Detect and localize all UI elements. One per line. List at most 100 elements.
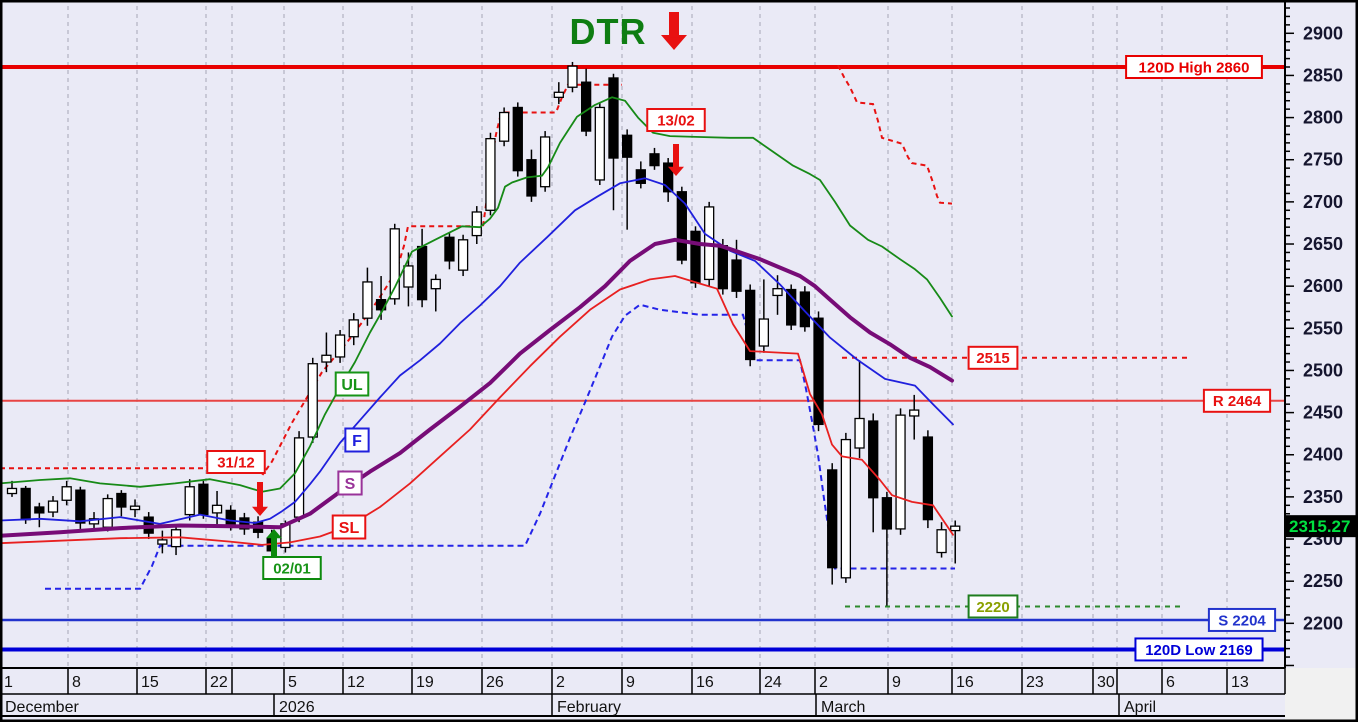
sell-arrow-icon-head <box>668 166 684 176</box>
current-price-value: 2315.27 <box>1289 517 1350 536</box>
title-group: DTR <box>570 11 687 52</box>
candle-body <box>239 517 250 530</box>
plot-area <box>0 0 1358 668</box>
month-label: April <box>1124 699 1156 716</box>
signal-label: 02/01 <box>273 560 311 577</box>
candle-body <box>20 487 31 521</box>
level-s-2204-box <box>1207 607 1277 632</box>
candle-body <box>430 278 441 290</box>
candle-body <box>416 245 428 301</box>
y-axis-label: 2650 <box>1303 234 1343 254</box>
candle-body <box>225 509 236 528</box>
candle-body <box>485 138 496 211</box>
candle-body <box>635 169 646 184</box>
month-label: 2026 <box>279 699 315 716</box>
candle-body <box>88 518 100 525</box>
candle <box>129 499 141 518</box>
candle <box>157 530 168 554</box>
candle <box>854 360 865 459</box>
candle-body <box>608 77 619 159</box>
candle-body <box>334 334 346 358</box>
x-axis: 1 8 15 22 5 12 19 26 2 9 16 24 2 9 16 23 30 6 13 December 20… <box>0 667 1286 717</box>
week-label: 19 <box>416 674 434 691</box>
candle <box>6 480 18 497</box>
S-line <box>0 237 954 538</box>
y-axis-label: 2250 <box>1303 571 1343 591</box>
level-r-2464-label: R 2464 <box>1213 393 1262 410</box>
candle <box>362 267 373 326</box>
sell-arrow-icon-head <box>252 506 268 516</box>
y-axis-label: 2800 <box>1303 108 1343 128</box>
stop-long-dashed <box>0 83 622 476</box>
y-axis-label: 2850 <box>1303 65 1343 85</box>
week-label: 23 <box>1026 674 1044 691</box>
candle-body <box>348 319 359 338</box>
candle-body <box>690 230 701 284</box>
candle <box>61 480 72 506</box>
indicator-tag-ul-label: UL <box>341 377 363 394</box>
level-120d-low-2169-box <box>1134 637 1264 662</box>
buy-arrow-icon-stem <box>271 536 277 561</box>
candle-body <box>61 486 72 501</box>
candle-body <box>799 291 811 328</box>
indicator-tag-f-box <box>344 427 370 453</box>
candle-body <box>34 506 45 514</box>
week-label: 9 <box>892 674 901 691</box>
level-120d-high-2860-box <box>1125 55 1263 80</box>
candle <box>786 284 797 330</box>
candle <box>444 232 455 270</box>
month-label: March <box>821 699 865 716</box>
candle-body <box>895 414 906 530</box>
candle <box>827 463 838 585</box>
candle-body <box>553 91 564 98</box>
stop-short-dashed <box>45 303 955 590</box>
week-label: 5 <box>288 674 297 691</box>
indicator-tag-s-box <box>337 470 363 496</box>
y-axis-label: 2450 <box>1303 403 1343 423</box>
y-axis-label: 2900 <box>1303 23 1343 43</box>
UL-line <box>0 96 953 493</box>
sell-arrow-icon-stem <box>257 482 263 509</box>
corner-fill <box>1285 668 1358 722</box>
candle <box>34 502 45 528</box>
candle <box>471 206 482 245</box>
candle-body <box>881 497 893 530</box>
y-axis-label: 2400 <box>1303 445 1343 465</box>
level-2220-label: 2220 <box>976 599 1009 616</box>
candle <box>512 102 523 177</box>
candle-body <box>717 245 728 290</box>
level-s-2204-label: S 2204 <box>1218 612 1266 629</box>
y-axis-label: 2500 <box>1303 360 1343 380</box>
candle-body <box>840 438 852 579</box>
week-label: 2 <box>819 674 828 691</box>
title-down-arrow-icon <box>661 12 687 50</box>
candle <box>758 279 769 353</box>
signal-label: 13/02 <box>657 112 695 129</box>
signal-box <box>262 556 322 580</box>
candle <box>745 284 756 367</box>
y-axis-label: 2700 <box>1303 192 1343 212</box>
candle-body <box>498 111 510 142</box>
title-down-arrow-head <box>661 35 687 50</box>
chart-title: DTR <box>570 11 647 52</box>
candle-body <box>663 162 674 193</box>
current-price-tag-bg <box>1286 515 1357 538</box>
indicator-tag-s-label: S <box>345 476 356 493</box>
candle <box>813 311 824 432</box>
signal-label: 31/12 <box>217 454 255 471</box>
week-label: 22 <box>210 674 228 691</box>
signal-markers: 31/12 02/01 13/02 <box>206 108 706 580</box>
candle <box>663 158 674 202</box>
candle-body <box>745 289 756 361</box>
week-label: 2 <box>556 674 565 691</box>
candle-body <box>539 136 551 188</box>
candle <box>498 107 510 147</box>
candle-body <box>129 505 141 511</box>
candle-body <box>75 489 86 524</box>
candle-body <box>909 409 920 417</box>
candle-body <box>403 265 414 288</box>
indicator-tag-f-label: F <box>352 433 362 450</box>
candle-body <box>922 436 934 521</box>
